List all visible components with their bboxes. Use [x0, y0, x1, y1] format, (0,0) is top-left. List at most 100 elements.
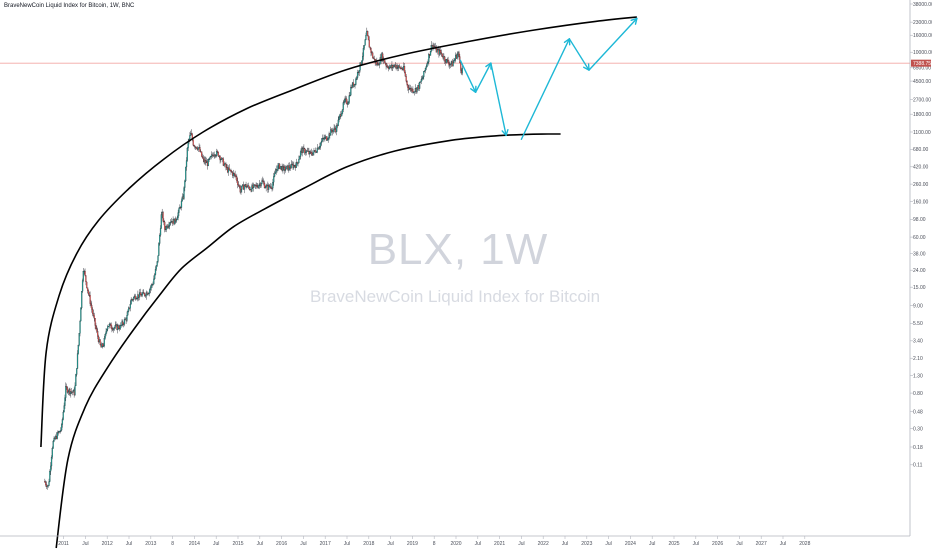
candle-body [349, 95, 351, 97]
candle-body [194, 146, 196, 148]
candle-body [159, 235, 161, 244]
candle-body [156, 261, 158, 266]
y-tick-label: 4500.00 [913, 79, 931, 85]
candle-body [358, 70, 360, 73]
candle-body [328, 133, 330, 139]
x-tick-label: Jul [736, 541, 742, 547]
candle-body [419, 82, 421, 89]
candle-body [364, 39, 366, 46]
y-tick-label: 38.00 [913, 251, 926, 257]
candle-body [230, 169, 232, 172]
candle-body [50, 457, 53, 467]
x-tick-label: 2028 [799, 541, 810, 547]
candle-body [248, 187, 251, 190]
candle-body [66, 386, 68, 388]
candle-body [355, 78, 357, 85]
candle-body [77, 344, 79, 354]
y-tick-label: 24.00 [913, 268, 926, 274]
candle-body [148, 293, 150, 294]
candle-body [297, 162, 299, 164]
x-tick-label: 2025 [668, 541, 679, 547]
candle-body [384, 62, 386, 64]
candle-body [177, 212, 179, 218]
candle-body [325, 136, 328, 141]
candle-body [152, 284, 154, 285]
candle-body [326, 139, 328, 141]
candle-body [208, 159, 210, 160]
y-tick-label: 23000.00 [913, 20, 932, 26]
candle-body [444, 56, 446, 62]
candle-body [433, 45, 435, 47]
y-tick-label: 15.00 [913, 285, 926, 291]
x-tick-label: 2026 [712, 541, 723, 547]
candle-body [215, 155, 217, 157]
x-tick-label: 2014 [189, 541, 200, 547]
candle-body [46, 485, 48, 487]
candle-body [327, 138, 329, 141]
x-tick-label: Jul [213, 541, 219, 547]
candle-body [143, 293, 146, 296]
projection-arrow [459, 59, 477, 94]
y-tick-label: 0.18 [913, 445, 923, 451]
candle-body [330, 129, 333, 131]
candle-body [64, 397, 66, 406]
candle-body [303, 147, 305, 149]
candle-body [321, 138, 323, 142]
candle-body [132, 299, 134, 301]
candle-body [219, 155, 221, 161]
candle-body [441, 53, 443, 57]
candle-body [81, 291, 83, 309]
candle-body [190, 133, 193, 135]
candle-body [336, 125, 338, 132]
candle-body [324, 137, 326, 140]
candle-body [76, 353, 79, 369]
x-tick-label: Jul [649, 541, 655, 547]
candle-body [87, 290, 90, 295]
candle-body [221, 157, 224, 160]
x-tick-label: 2021 [494, 541, 505, 547]
candle-body [448, 62, 450, 66]
candle-body [106, 329, 108, 332]
candle-body [216, 151, 219, 153]
candle-body [382, 53, 384, 61]
candle-body [51, 448, 53, 458]
candle-body [85, 275, 87, 283]
candle-body [450, 63, 452, 65]
candle-body [89, 295, 91, 304]
candle-body [86, 281, 88, 288]
x-tick-label: Jul [126, 541, 132, 547]
candle-body [278, 163, 281, 169]
candle-body [367, 31, 369, 36]
candle-body [402, 69, 404, 70]
candle-body [425, 66, 427, 69]
candle-body [91, 305, 93, 310]
candle-body [149, 287, 152, 290]
y-tick-label: 0.80 [913, 391, 923, 397]
candle-body [369, 47, 371, 49]
candle-body [342, 102, 344, 110]
candle-body [343, 101, 345, 103]
upper-curve [40, 16, 637, 448]
candle-body [261, 180, 263, 184]
candle-body [90, 303, 92, 306]
candle-body [406, 81, 408, 85]
x-tick-label: 2023 [581, 541, 592, 547]
candle-body [157, 255, 159, 262]
candle-body [393, 65, 395, 68]
x-tick-label: Jul [693, 541, 699, 547]
x-tick-label: 2013 [145, 541, 156, 547]
candle-body [197, 147, 199, 150]
y-tick-label: 0.11 [913, 463, 923, 469]
x-tick-label: Jul [300, 541, 306, 547]
candle-body [265, 186, 267, 188]
projection-arrow [474, 62, 492, 93]
candle-body [185, 160, 188, 168]
candle-body [134, 295, 136, 300]
y-tick-label: 0.30 [913, 426, 923, 432]
candle-body [165, 225, 167, 230]
candle-body [126, 315, 128, 321]
candle-body [70, 391, 72, 394]
candle-body [423, 71, 425, 78]
projection-arrow [568, 38, 590, 71]
